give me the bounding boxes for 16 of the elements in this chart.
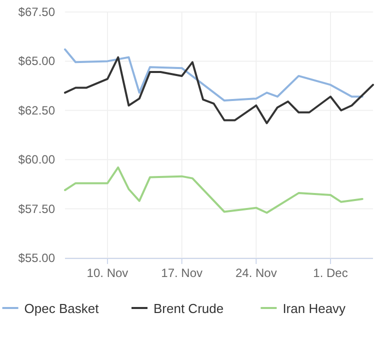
line-series [64,56,374,124]
x-tick-label: 17. Nov [161,266,203,280]
legend-label: Brent Crude [154,301,224,316]
x-tick-label: 10. Nov [86,266,128,280]
y-tick-label: $60.00 [18,152,56,167]
x-tick-label: 24. Nov [235,266,277,280]
y-tick-label: $62.50 [18,103,56,118]
x-tick-label: 1. Dec [313,266,348,280]
y-tick-label: $65.00 [18,54,56,68]
y-tick-label: $55.00 [18,251,56,265]
y-tick-label: $67.50 [18,5,56,19]
legend-label: Iran Heavy [282,301,346,316]
line-series [64,48,364,102]
legend-label: Opec Basket [24,301,100,316]
y-tick-label: $57.50 [18,202,56,216]
line-series [64,166,364,214]
